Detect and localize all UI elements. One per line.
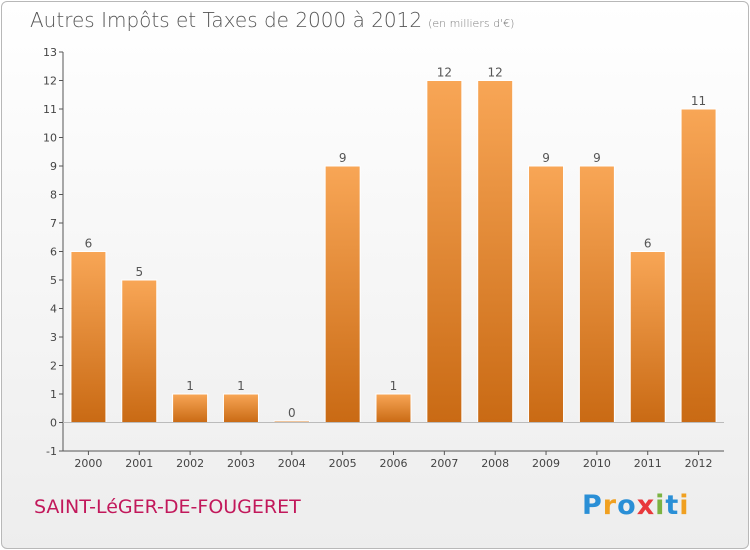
x-tick-label: 2002 [176,457,204,470]
x-axis: 2000 2001 2002 2003 2004 2005 2006 2007 2008 2009… [63,422,724,470]
bar-2006 [375,393,412,423]
y-tick-label: 12 [43,75,57,88]
data-label: 12 [437,66,452,80]
y-tick-label: 4 [50,303,57,316]
bar-2002 [172,393,209,423]
chart-subtitle: (en milliers d'€) [428,17,515,30]
y-tick-label: 8 [50,189,57,202]
data-label: 11 [691,94,706,108]
y-tick-label: 6 [50,246,57,259]
bar-2001 [121,279,158,423]
bar-2005 [324,165,361,423]
bar-2009 [528,165,565,423]
chart-title-text: Autres Impôts et Taxes de 2000 à 2012 [30,8,423,32]
x-tick-label: 2006 [380,457,408,470]
data-label: 1 [237,379,245,393]
data-label: 9 [339,151,347,165]
x-tick-label: 2007 [430,457,458,470]
data-label: 0 [288,406,296,420]
y-tick-label: 10 [43,132,57,145]
place-name: SAINT-LéGER-DE-FOUGERET [34,496,301,518]
x-tick-label: 2003 [227,457,255,470]
logo-letter: i [655,490,666,521]
x-tick-label: 2004 [278,457,306,470]
data-label: 9 [542,151,550,165]
logo-letter: r [602,490,618,521]
logo-letter: i [679,490,690,521]
logo-letter: x [636,490,656,521]
data-label: 9 [593,151,601,165]
logo-letter: o [617,490,637,521]
bar-2012 [680,108,717,423]
x-tick-label: 2012 [685,457,713,470]
bar-2011 [629,251,666,423]
x-tick-label: 2005 [329,457,357,470]
data-label: 6 [644,237,652,251]
chart-title: Autres Impôts et Taxes de 2000 à 2012 (en… [30,8,514,32]
data-label: 1 [390,379,398,393]
logo-letter: P [582,490,603,521]
proxiti-logo: Proxiti [582,490,690,521]
data-label: 12 [488,66,503,80]
y-tick-label: 2 [50,360,57,373]
bar-2010 [578,165,615,423]
y-tick-label: 11 [43,103,57,116]
y-tick-label: 7 [50,217,57,230]
y-tick-label: 1 [50,388,57,401]
x-tick-label: 2009 [532,457,560,470]
x-tick-label: 2001 [125,457,153,470]
x-tick-label: 2008 [481,457,509,470]
data-label: 1 [186,379,194,393]
y-tick-label: -1 [46,445,57,458]
x-tick-label: 2010 [583,457,611,470]
bar-2000 [70,251,107,423]
x-tick-label: 2011 [634,457,662,470]
bar-2003 [222,393,259,423]
bar-2007 [426,80,463,423]
y-tick-label: 13 [43,46,57,59]
x-tick-label: 2000 [74,457,102,470]
data-label: 5 [135,265,143,279]
data-label: 6 [85,237,93,251]
logo-letter: t [665,490,680,521]
bar-2008 [477,80,514,423]
y-tick-label: 3 [50,331,57,344]
y-tick-label: 9 [50,160,57,173]
y-tick-label: 5 [50,274,57,287]
y-tick-label: 0 [50,417,57,430]
